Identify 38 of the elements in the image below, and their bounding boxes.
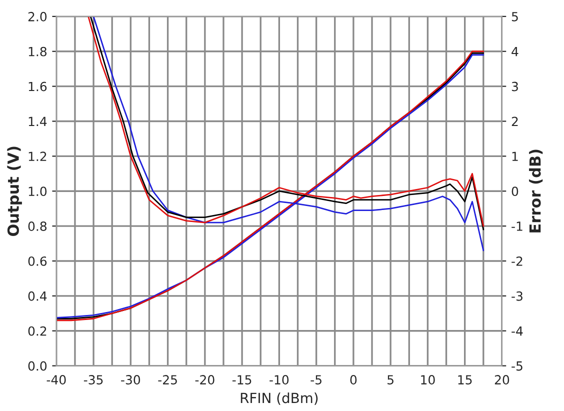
x-tick-label: -30 (121, 375, 140, 384)
y-tick-label: 0.2 (28, 326, 46, 336)
y2-tick-label: -2 (512, 256, 522, 266)
x-tick-label: -25 (158, 375, 177, 384)
y2-tick-label: -1 (512, 222, 522, 231)
x-tick-label: -15 (232, 375, 252, 384)
y-tick-label: 0.6 (28, 256, 47, 266)
y2-tick-label: 1 (512, 152, 518, 161)
y-tick-label: 0.0 (28, 361, 47, 371)
y2-tick-label: 3 (512, 82, 518, 92)
y2-tick-label: 2 (512, 116, 518, 126)
x-tick-label: -5 (310, 375, 322, 384)
y2-tick-label: -4 (512, 326, 523, 336)
x-tick-label: 0 (350, 375, 357, 384)
x-tick-label: -40 (46, 375, 66, 384)
y-tick-label: 1.4 (28, 116, 47, 126)
x-tick-label: 10 (421, 375, 435, 384)
y2-tick-label: 0 (512, 186, 518, 196)
y2-tick-label: -3 (512, 291, 522, 301)
x-tick-label: 15 (458, 375, 472, 384)
y-axis-title: Output (V) (7, 146, 22, 236)
x-tick-label: -10 (270, 375, 289, 384)
y2-tick-label: -5 (512, 361, 522, 371)
x-tick-label: 20 (494, 375, 510, 384)
y-tick-label: 1.6 (28, 82, 47, 92)
x-axis-title: RFIN (dBm) (240, 392, 318, 405)
x-tick-label: -35 (84, 375, 103, 384)
y2-tick-label: 5 (512, 12, 518, 22)
y-tick-label: 0.8 (28, 222, 47, 231)
y-tick-label: 0.4 (28, 291, 47, 301)
y-tick-label: 1.8 (28, 46, 47, 56)
y-tick-label: 2.0 (28, 12, 47, 22)
y2-tick-label: 4 (512, 47, 518, 56)
x-tick-label: 5 (388, 375, 394, 384)
y-tick-label: 1.0 (28, 186, 47, 196)
y-tick-label: 1.2 (28, 152, 46, 161)
y2-axis-title: Error (dB) (529, 150, 543, 232)
x-tick-label: -20 (195, 375, 214, 384)
